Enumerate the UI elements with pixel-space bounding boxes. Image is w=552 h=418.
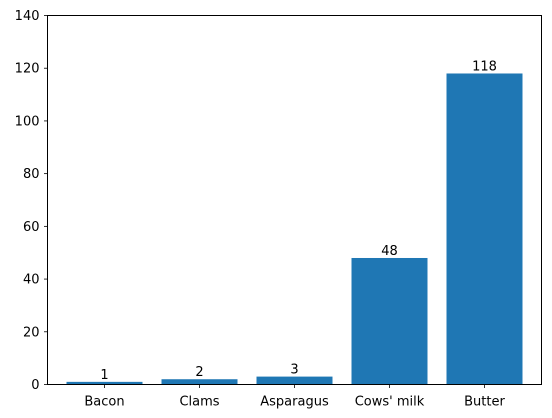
bar-butter: [446, 73, 523, 385]
x-tick-label-asparagus: Asparagus: [260, 395, 329, 410]
y-tick-label-60: 60: [23, 220, 40, 235]
bar-value-label-cows-milk: 48: [381, 244, 398, 259]
y-tick-label-20: 20: [23, 325, 40, 340]
bars: [66, 73, 523, 385]
x-axis: Bacon Clams Asparagus Cows' milk Butter: [84, 384, 505, 410]
x-tick-label-clams: Clams: [179, 395, 219, 410]
y-tick-label-0: 0: [31, 378, 39, 393]
bar-value-label-bacon: 1: [100, 368, 108, 383]
x-tick-label-bacon: Bacon: [84, 395, 124, 410]
y-tick-label-120: 120: [15, 62, 40, 77]
y-tick-label-140: 140: [15, 9, 40, 24]
bar-value-label-clams: 2: [195, 365, 203, 380]
x-tick-label-butter: Butter: [464, 395, 505, 410]
y-axis: 0 20 40 60 80 100 120 140: [15, 9, 48, 393]
bar-value-label-asparagus: 3: [290, 363, 298, 378]
bar-value-label-butter: 118: [472, 59, 497, 74]
bar-clams: [161, 379, 238, 385]
plot-frame: [47, 15, 542, 385]
bar-value-labels: 1 2 3 48 118: [100, 59, 497, 382]
bar-asparagus: [256, 376, 333, 385]
y-tick-label-100: 100: [15, 114, 40, 129]
x-tick-label-cows-milk: Cows' milk: [355, 395, 425, 410]
y-tick-label-40: 40: [23, 273, 40, 288]
bar-cows-milk: [351, 257, 428, 385]
y-tick-label-80: 80: [23, 167, 40, 182]
bar-bacon: [66, 381, 143, 385]
